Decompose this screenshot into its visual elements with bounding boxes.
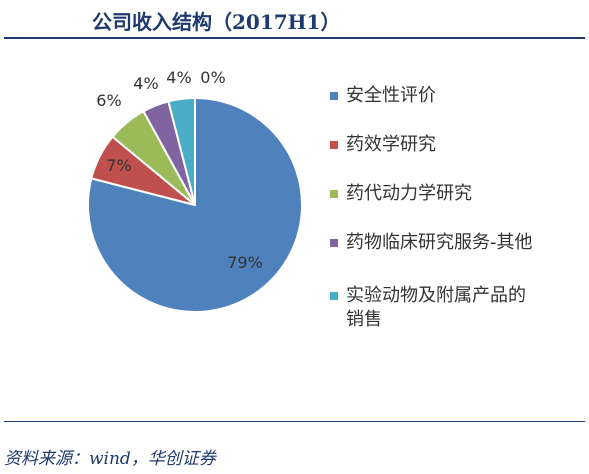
pie-slice-safety — [87, 96, 303, 313]
pie-label-zero: 0% — [200, 68, 225, 87]
pie-slice-lab-animals — [167, 96, 196, 206]
pie-slices — [87, 96, 303, 313]
legend-item-safety: 安全性评价 — [330, 84, 561, 108]
legend-marker-pharmacodynamics — [330, 141, 338, 149]
legend-marker-pharmacokinetics — [330, 190, 338, 198]
legend-label-lab-animals: 实验动物及附属产品的销售 — [346, 285, 526, 330]
pie-chart: 79% 7% 6% 4% 4% 0% — [87, 68, 303, 313]
pie-label-lab-animals: 4% — [166, 68, 191, 87]
title-divider — [4, 37, 585, 39]
legend-label-clinical-other: 药物临床研究服务-其他 — [346, 232, 533, 253]
pie-label-clinical-other: 4% — [133, 74, 158, 93]
source-note: 资料来源：wind，华创证券 — [4, 449, 216, 469]
legend-item-pharmacokinetics: 药代动力学研究 — [330, 182, 561, 206]
legend-marker-lab-animals — [330, 292, 338, 300]
pie-label-safety: 79% — [227, 253, 263, 272]
legend-marker-clinical-other — [330, 239, 338, 247]
legend-item-clinical-other: 药物临床研究服务-其他 — [330, 231, 536, 255]
legend-label-pharmacokinetics: 药代动力学研究 — [346, 183, 472, 204]
legend-label-safety: 安全性评价 — [346, 85, 436, 106]
pie-labels: 79% 7% 6% 4% 4% 0% — [96, 68, 262, 272]
pie-label-pharmacodynamics: 7% — [106, 156, 131, 175]
legend-item-pharmacodynamics: 药效学研究 — [330, 133, 561, 157]
legend-item-lab-animals: 实验动物及附属产品的销售 — [330, 284, 536, 332]
legend-marker-safety — [330, 92, 338, 100]
chart-title: 公司收入结构（2017H1） — [92, 10, 341, 34]
pie-label-pharmacokinetics: 6% — [96, 91, 121, 110]
source-divider — [4, 421, 585, 422]
legend-label-pharmacodynamics: 药效学研究 — [346, 134, 436, 155]
